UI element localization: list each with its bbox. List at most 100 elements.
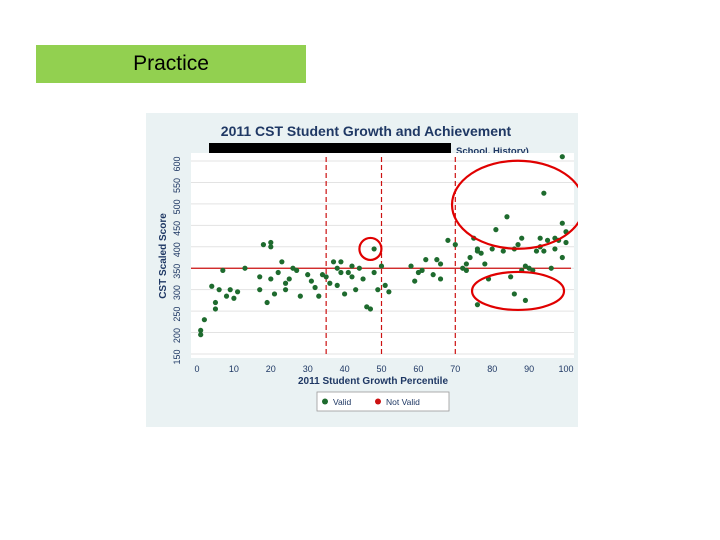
data-point [489, 246, 495, 252]
data-point [500, 248, 506, 254]
data-point [275, 269, 281, 276]
legend-valid-label: Valid [333, 397, 352, 407]
data-point [541, 248, 547, 254]
data-point [242, 265, 248, 271]
data-point [216, 287, 222, 293]
data-point [533, 248, 540, 254]
data-point [478, 250, 484, 256]
x-tick-label: 30 [303, 364, 313, 374]
data-point [268, 244, 274, 250]
x-tick-label: 80 [487, 364, 497, 374]
y-tick-label: 300 [172, 285, 182, 300]
data-point [463, 261, 469, 267]
data-point [375, 287, 381, 293]
data-point [437, 276, 444, 282]
x-tick-label: 70 [450, 364, 460, 374]
data-point [227, 287, 233, 293]
data-point [234, 289, 241, 295]
data-point [327, 280, 333, 286]
data-point [474, 302, 481, 308]
y-tick-labels: 150 200 250 300 350 400 450 500 550 600 [172, 156, 182, 364]
data-point [559, 254, 565, 261]
y-tick-label: 400 [172, 242, 182, 257]
data-point [537, 235, 543, 241]
data-point [297, 293, 303, 299]
data-point [198, 327, 204, 334]
data-point [279, 259, 285, 265]
data-point [342, 291, 348, 297]
y-tick-label: 600 [172, 156, 182, 171]
data-point [430, 272, 436, 278]
legend: Valid Not Valid [316, 391, 450, 412]
data-point [305, 272, 311, 278]
data-point [349, 274, 355, 280]
data-point [548, 265, 554, 271]
data-point [353, 287, 359, 293]
x-tick-label: 50 [376, 364, 386, 374]
data-point [338, 259, 344, 265]
data-point [209, 283, 215, 289]
x-tick-label: 100 [558, 364, 573, 374]
y-tick-label: 250 [172, 307, 182, 322]
data-point [308, 278, 314, 284]
data-point [552, 246, 558, 252]
data-point [231, 295, 237, 301]
chart-figure: 2011 CST Student Growth and Achievement … [146, 113, 586, 427]
data-point [257, 287, 263, 293]
data-point [338, 269, 344, 276]
y-axis-label: CST Scaled Score [158, 213, 169, 299]
data-point [334, 265, 340, 271]
data-point [544, 237, 551, 243]
data-point [419, 267, 425, 273]
data-point [260, 242, 267, 248]
y-tick-label: 150 [172, 349, 182, 364]
chart-title: 2011 CST Student Growth and Achievement [221, 123, 512, 139]
y-tick-label: 350 [172, 264, 182, 279]
y-tick-label: 550 [172, 178, 182, 193]
data-point [271, 291, 278, 297]
data-point [201, 317, 207, 323]
data-point [330, 259, 337, 265]
highlight-circle [358, 236, 383, 262]
data-point [220, 267, 226, 273]
x-axis-label: 2011 Student Growth Percentile [298, 376, 448, 387]
plot-area [191, 153, 574, 358]
data-point [371, 246, 377, 252]
x-tick-label: 90 [524, 364, 534, 374]
x-tick-label: 60 [413, 364, 423, 374]
data-point [382, 282, 388, 288]
x-tick-label: 20 [266, 364, 276, 374]
data-point [463, 267, 469, 273]
data-point [367, 306, 374, 312]
legend-box [316, 391, 450, 412]
data-point [312, 284, 318, 291]
data-point [437, 261, 444, 267]
data-point [559, 220, 565, 226]
scatter-chart: 2011 CST Student Growth and Achievement … [146, 113, 586, 427]
data-point [408, 263, 414, 269]
x-tick-label: 40 [340, 364, 350, 374]
data-point [445, 237, 451, 243]
data-point [323, 274, 329, 280]
data-point [519, 235, 525, 241]
x-tick-label: 10 [229, 364, 239, 374]
data-point [493, 227, 499, 233]
data-point [264, 299, 270, 306]
y-tick-label: 450 [172, 221, 182, 236]
chart-subtitle: School, History) [456, 146, 529, 157]
data-point [356, 265, 362, 271]
data-point [482, 261, 488, 267]
practice-badge: Practice [36, 45, 306, 83]
data-point [212, 299, 219, 306]
data-point [349, 263, 355, 269]
x-tick-label: 0 [194, 364, 199, 374]
data-point [198, 332, 204, 338]
data-point [515, 242, 521, 248]
data-point [467, 254, 473, 261]
data-point [559, 154, 565, 160]
data-point [286, 276, 292, 282]
data-point [360, 276, 366, 282]
data-point [212, 306, 219, 312]
y-tick-label: 200 [172, 328, 182, 343]
legend-valid-marker [322, 398, 328, 405]
